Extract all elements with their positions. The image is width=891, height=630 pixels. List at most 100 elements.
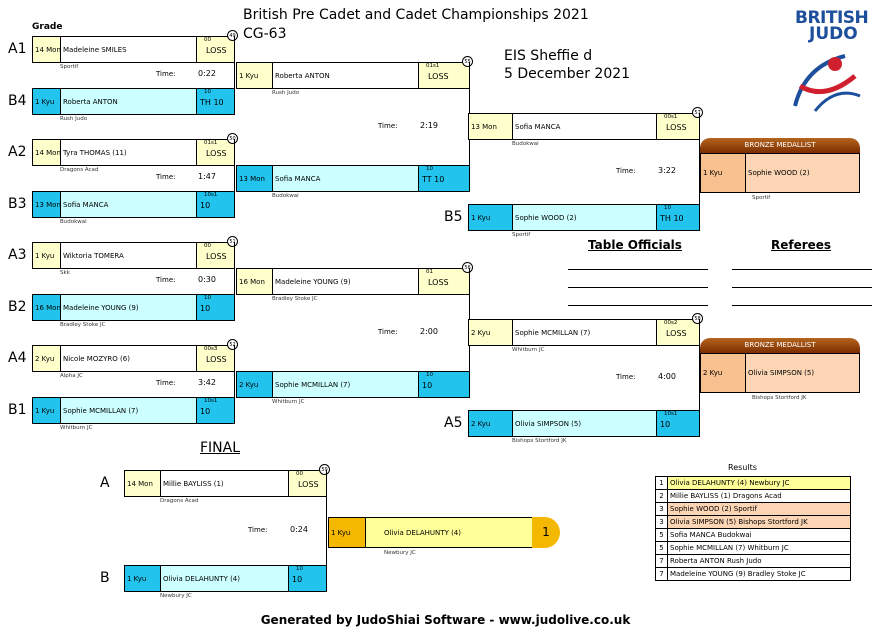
- result-entry: Olivia DELAHUNTY (4) Newbury JC: [667, 476, 851, 490]
- score-code: 01s1: [426, 63, 440, 69]
- club: Sportif: [752, 195, 771, 201]
- club: Newbury JC: [384, 550, 416, 556]
- pool-tag: B: [100, 570, 110, 586]
- score-cell: [418, 371, 470, 398]
- result-entry: Olivia SIMPSON (5) Bishops Stortford JK: [667, 515, 851, 529]
- score-cell: [418, 62, 470, 89]
- pool-tag: B1: [8, 402, 27, 418]
- match-number: 56: [462, 262, 473, 273]
- officials-heading: Table Officials: [588, 238, 682, 252]
- score-result: LOSS: [666, 123, 687, 132]
- pool-tag: A1: [8, 41, 27, 57]
- score-result: LOSS: [428, 72, 449, 81]
- club: Whitburn JC: [512, 347, 545, 353]
- results-title: Results: [728, 463, 757, 472]
- club: Dragons Acad: [60, 167, 99, 173]
- club: Sportif: [512, 232, 531, 238]
- score-code: 10: [426, 166, 433, 172]
- name-cell: Madeleine SMILES: [60, 36, 197, 63]
- name-cell: Sofia MANCA: [60, 191, 197, 218]
- grade-cell: 1 Kyu: [236, 62, 273, 89]
- score-code: 10: [296, 566, 303, 572]
- score-cell: [196, 397, 235, 424]
- time-label: Time:: [156, 379, 176, 387]
- score-cell: [656, 204, 700, 231]
- club: Budokwai: [60, 219, 87, 225]
- time-label: Time:: [156, 70, 176, 78]
- score-result: LOSS: [428, 278, 449, 287]
- connector: [234, 139, 235, 217]
- time-value: 0:30: [198, 275, 216, 284]
- bronze-heading: BRONZE MEDALLIST: [700, 338, 860, 353]
- score-cell: [656, 113, 700, 140]
- time-label: Time:: [616, 166, 636, 175]
- logo-text: JUDO: [809, 24, 858, 44]
- time-value: 3:42: [198, 378, 216, 387]
- connector: [699, 319, 700, 436]
- score-code: 01: [426, 269, 433, 275]
- place-badge: 1: [532, 517, 560, 548]
- score-cell: [196, 345, 235, 372]
- name-cell: Olivia SIMPSON (5): [512, 410, 657, 437]
- pool-tag: A: [100, 475, 110, 491]
- date: 5 December 2021: [504, 66, 631, 82]
- score-cell: [196, 294, 235, 321]
- signature-line: [568, 287, 708, 288]
- score-result: LOSS: [206, 149, 227, 158]
- grade-cell: 14 Mon: [32, 139, 61, 166]
- score-cell: [196, 242, 235, 269]
- signature-line: [732, 305, 872, 306]
- club: Skk: [60, 270, 70, 276]
- club: Bradley Stoke JC: [272, 296, 318, 302]
- name-cell: Sophie MCMILLAN (7): [512, 319, 657, 346]
- match-number: 58: [692, 313, 703, 324]
- time-value: 4:00: [658, 371, 676, 381]
- score-result: TH 10: [200, 98, 224, 107]
- score-code: 00: [204, 243, 211, 249]
- score-code: 10: [204, 89, 211, 95]
- result-entry: Madeleine YOUNG (9) Bradley Stoke JC: [667, 567, 851, 581]
- name-cell: Tyra THOMAS (11): [60, 139, 197, 166]
- score-result: LOSS: [206, 46, 227, 55]
- grade-cell: 1 Kyu: [700, 153, 746, 193]
- score-code: 00s1: [664, 114, 678, 120]
- grade-cell: 14 Mon: [32, 36, 61, 63]
- score-cell: [656, 319, 700, 346]
- final-label: FINAL: [200, 440, 241, 456]
- time-value: 0:22: [198, 69, 216, 78]
- name-cell: Sofia MANCA: [272, 165, 419, 192]
- match-number: 57: [692, 107, 703, 118]
- pool-tag: A5: [444, 415, 463, 431]
- name-cell: Roberta ANTON: [60, 88, 197, 115]
- time-value: 2:19: [420, 120, 438, 130]
- score-cell: [418, 268, 470, 295]
- name-cell: Olivia SIMPSON (5): [745, 353, 860, 393]
- grade-cell: 16 Mon: [32, 294, 61, 321]
- time-label: Time:: [616, 372, 636, 381]
- club: Alpha JC: [60, 373, 83, 379]
- pool-tag: A3: [8, 247, 27, 263]
- grade-heading: Grade: [32, 22, 63, 32]
- match-number: 49: [227, 30, 238, 41]
- grade-cell: 13 Mon: [236, 165, 273, 192]
- name-cell: Olivia DELAHUNTY (4): [160, 565, 289, 592]
- referees-heading: Referees: [771, 238, 832, 252]
- logo-figure: [793, 54, 861, 112]
- name-cell: Millie BAYLISS (1): [160, 470, 289, 497]
- time-label: Time:: [378, 121, 398, 130]
- signature-line: [732, 287, 872, 288]
- time-value: 2:00: [420, 326, 438, 336]
- result-entry: Sophie MCMILLAN (7) Whitburn JC: [667, 541, 851, 555]
- time-label: Time:: [156, 173, 176, 181]
- name-cell: Madeleine YOUNG (9): [60, 294, 197, 321]
- score-result: 10: [422, 381, 433, 390]
- grade-cell: 13 Mon: [32, 191, 61, 218]
- grade-cell: 1 Kyu: [328, 517, 366, 548]
- club: Sportif: [60, 64, 79, 70]
- club: Bradley Stoke JC: [60, 322, 106, 328]
- title: British Pre Cadet and Cadet Championship…: [243, 7, 589, 23]
- score-result: 10: [200, 407, 211, 416]
- name-cell: Olivia DELAHUNTY (4): [365, 517, 540, 548]
- score-result: LOSS: [666, 329, 687, 338]
- score-code: 01s1: [204, 140, 218, 146]
